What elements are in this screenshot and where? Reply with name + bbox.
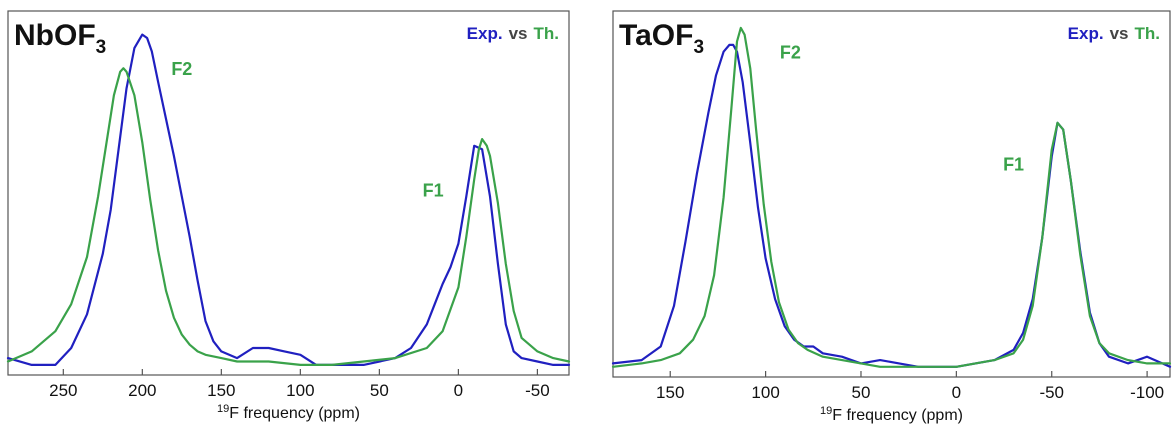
x-tick-label: 0 — [454, 381, 463, 400]
x-tick-label: 250 — [49, 381, 77, 400]
chart-title-main: TaOF — [619, 19, 693, 52]
series-line-experimental — [611, 43, 1172, 368]
x-axis-label-isotope: 19 — [820, 405, 832, 417]
legend: Exp. vs Th. — [1068, 24, 1160, 43]
x-axis-label: 19F frequency (ppm) — [217, 403, 360, 422]
legend: Exp. vs Th. — [467, 24, 559, 43]
x-tick-label: 50 — [852, 383, 871, 402]
peak-label-f2: F2 — [780, 42, 801, 62]
series-line-theory — [6, 67, 571, 366]
legend-vs-label: vs — [509, 24, 528, 43]
chart-title: NbOF3 — [14, 19, 106, 58]
x-tick-label: 50 — [370, 381, 389, 400]
chart-title-subscript: 3 — [693, 37, 704, 58]
x-tick-label: 150 — [656, 383, 684, 402]
series-line-experimental — [6, 33, 571, 366]
x-tick-label: 0 — [952, 383, 961, 402]
x-tick-label: 150 — [207, 381, 235, 400]
legend-exp-label: Exp. — [467, 24, 503, 43]
plot-frame — [7, 10, 570, 376]
legend-exp-label: Exp. — [1068, 24, 1104, 43]
x-axis-label-isotope: 19 — [217, 403, 229, 415]
chart-title: TaOF3 — [619, 19, 704, 58]
legend-th-label: Th. — [534, 24, 560, 43]
legend-th-label: Th. — [1135, 24, 1161, 43]
x-tick-label: 100 — [286, 381, 314, 400]
chart-panel-1: 250 200 150 100 50 0 -50 19F frequency (ppm) NbO… — [6, 10, 571, 422]
x-tick-label: -50 — [525, 381, 550, 400]
x-tick-label: 200 — [128, 381, 156, 400]
chart-title-main: NbOF — [14, 19, 96, 52]
peak-label-f1: F1 — [423, 180, 444, 200]
x-axis-label-text: F frequency (ppm) — [229, 405, 360, 422]
series-line-theory — [611, 26, 1172, 368]
plot-frame — [612, 10, 1171, 378]
chart-title-subscript: 3 — [96, 37, 107, 58]
x-tick-label: -100 — [1130, 383, 1164, 402]
chart-panel-2: 150 100 50 0 -50 -100 19F frequency (ppm) TaOF3… — [611, 10, 1172, 424]
x-axis-label: 19F frequency (ppm) — [820, 405, 963, 424]
x-axis-label-text: F frequency (ppm) — [832, 407, 963, 424]
legend-vs-label: vs — [1110, 24, 1129, 43]
peak-label-f1: F1 — [1003, 154, 1024, 174]
x-tick-label: 100 — [751, 383, 779, 402]
x-tick-label: -50 — [1039, 383, 1064, 402]
peak-label-f2: F2 — [171, 59, 192, 79]
